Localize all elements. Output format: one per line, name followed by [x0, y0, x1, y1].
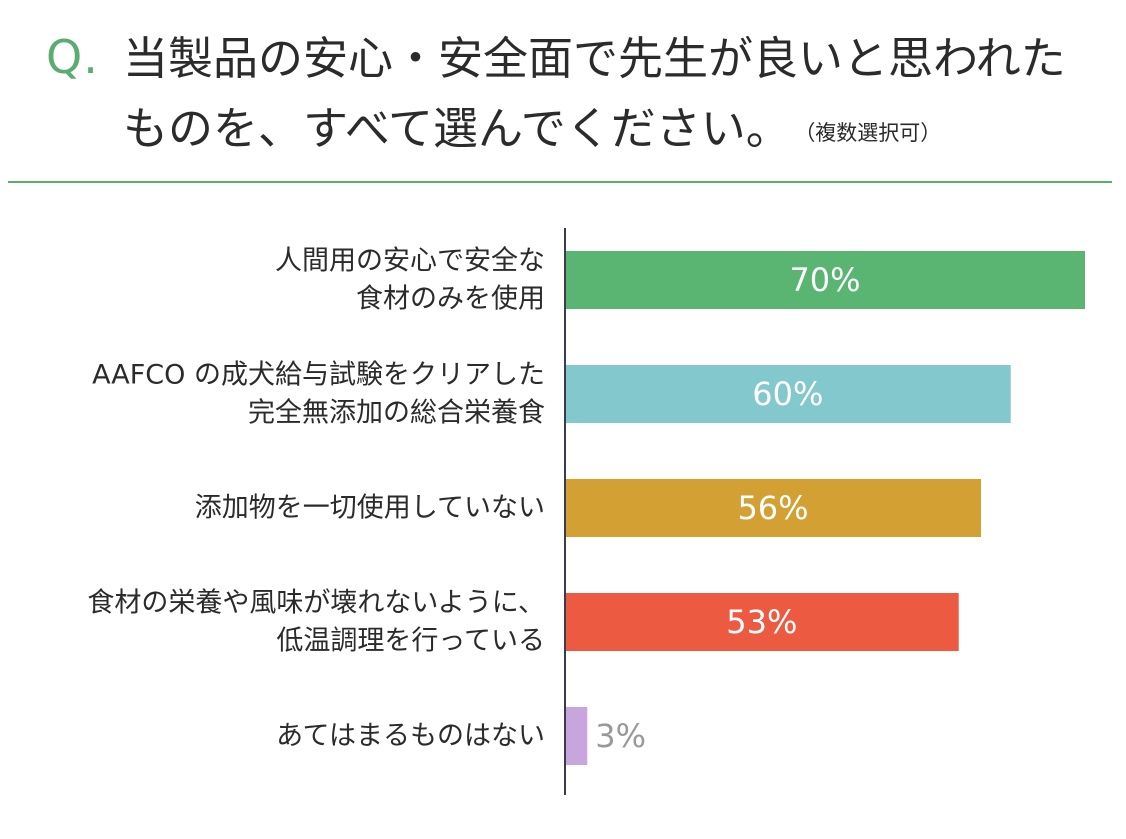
value-label: 70% [789, 261, 860, 299]
bar [565, 365, 1011, 423]
category-label-line: 添加物を一切使用していない [195, 493, 545, 524]
bar [565, 251, 1085, 309]
category-label-line: 完全無添加の総合栄養食 [248, 398, 545, 429]
bar [565, 593, 959, 651]
question-text: 当製品の安心・安全面で先生が良いと思われたものを、すべて選んでください。 （複数選… [123, 24, 1103, 168]
bar [565, 479, 981, 537]
category-label-line: AAFCO の成犬給与試験をクリアした [92, 360, 545, 391]
category-label-line: 食材の栄養や風味が壊れないように、 [87, 588, 545, 619]
value-label: 60% [752, 375, 823, 413]
category-label: 食材の栄養や風味が壊れないように、低温調理を行っている [87, 588, 545, 657]
category-label: 人間用の安心で安全な食材のみを使用 [275, 246, 545, 315]
question-mark: Q. [46, 30, 99, 84]
value-label: 56% [737, 489, 808, 527]
category-label: あてはまるものはない [276, 721, 545, 752]
value-label: 53% [726, 603, 797, 641]
category-label: 添加物を一切使用していない [195, 493, 545, 524]
category-label-line: 低温調理を行っている [276, 626, 545, 657]
question-note: （複数選択可） [804, 121, 942, 145]
header-divider [8, 181, 1112, 183]
bar [565, 707, 588, 765]
question-main: 当製品の安心・安全面で先生が良いと思われたものを、すべて選んでください。 [123, 32, 1066, 155]
category-label-line: 人間用の安心で安全な [275, 246, 545, 277]
category-label-line: あてはまるものはない [276, 721, 545, 752]
category-label: AAFCO の成犬給与試験をクリアした完全無添加の総合栄養食 [92, 360, 545, 429]
value-label: 3% [595, 717, 646, 755]
category-label-line: 食材のみを使用 [356, 284, 545, 315]
question-header: Q. 当製品の安心・安全面で先生が良いと思われたものを、すべて選んでください。（… [0, 0, 1126, 185]
